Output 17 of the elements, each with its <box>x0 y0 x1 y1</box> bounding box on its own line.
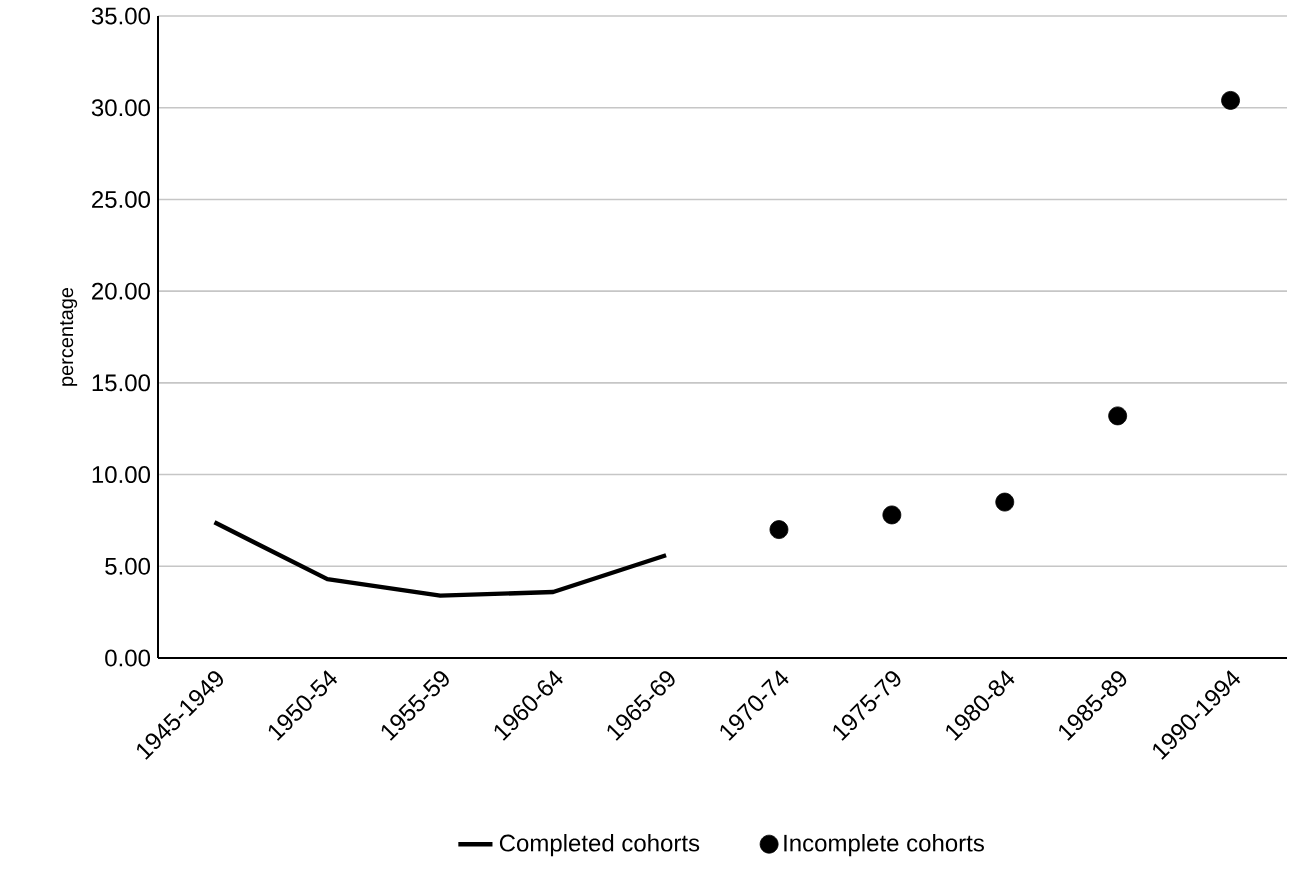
y-tick-label: 35.00 <box>91 7 151 25</box>
y-tick-label: 0.00 <box>105 649 151 667</box>
legend-label: Completed cohorts <box>499 833 700 857</box>
y-tick-label: 5.00 <box>105 557 151 575</box>
point <box>1221 90 1240 110</box>
y-axis-title: percentage <box>60 287 78 386</box>
point <box>1108 406 1128 426</box>
line-series <box>212 520 669 598</box>
point <box>769 520 789 539</box>
point <box>882 505 902 525</box>
y-tick-label: 15.00 <box>92 374 151 392</box>
y-tick-label: 25.00 <box>92 190 151 208</box>
y-tick-label: 20.00 <box>92 282 151 300</box>
point <box>995 492 1015 512</box>
y-tick-label: 30.00 <box>91 99 151 117</box>
y-tick-label: 10.00 <box>92 466 151 484</box>
legend-label: Incomplete cohorts <box>784 833 984 857</box>
